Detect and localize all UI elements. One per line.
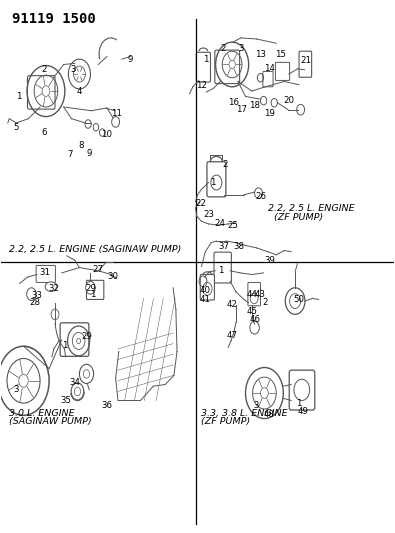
Text: 29: 29 <box>81 332 92 341</box>
Text: 34: 34 <box>69 378 80 387</box>
Text: 1: 1 <box>203 55 208 63</box>
Text: 1: 1 <box>218 266 224 275</box>
FancyBboxPatch shape <box>289 370 315 410</box>
Text: 9: 9 <box>87 149 92 158</box>
FancyBboxPatch shape <box>299 51 312 77</box>
Text: 5: 5 <box>13 123 19 132</box>
Text: 42: 42 <box>227 300 238 309</box>
Text: 48: 48 <box>263 410 275 419</box>
Text: 22: 22 <box>195 199 206 208</box>
Text: 2.2, 2.5 L. ENGINE: 2.2, 2.5 L. ENGINE <box>268 204 355 213</box>
Text: 3: 3 <box>238 44 244 53</box>
FancyBboxPatch shape <box>200 274 214 300</box>
Text: (SAGINAW PUMP): (SAGINAW PUMP) <box>9 417 92 426</box>
Text: 19: 19 <box>264 109 275 118</box>
FancyBboxPatch shape <box>28 76 55 109</box>
Text: 1: 1 <box>62 341 67 350</box>
Text: 4: 4 <box>77 86 82 95</box>
Text: 2: 2 <box>41 66 47 74</box>
Text: 3.0 L. ENGINE: 3.0 L. ENGINE <box>9 409 75 418</box>
Text: 1: 1 <box>296 399 302 408</box>
FancyBboxPatch shape <box>215 50 240 84</box>
Text: 31: 31 <box>39 269 50 277</box>
Text: 1: 1 <box>210 178 215 187</box>
Text: 49: 49 <box>297 407 308 416</box>
Text: 47: 47 <box>227 331 238 340</box>
Text: 14: 14 <box>263 64 275 73</box>
Text: 24: 24 <box>215 220 226 229</box>
Text: 13: 13 <box>255 51 266 59</box>
FancyBboxPatch shape <box>196 52 211 82</box>
Text: 44: 44 <box>246 289 257 298</box>
Text: 30: 30 <box>107 272 118 280</box>
Text: 43: 43 <box>255 289 266 298</box>
Text: 45: 45 <box>246 307 257 316</box>
Text: 50: 50 <box>293 295 305 304</box>
Text: 3: 3 <box>71 66 76 74</box>
Text: 16: 16 <box>228 98 239 107</box>
Text: 3.3, 3.8 L. ENGINE: 3.3, 3.8 L. ENGINE <box>201 409 288 418</box>
Text: 26: 26 <box>256 192 267 201</box>
Text: 11: 11 <box>111 109 122 118</box>
FancyBboxPatch shape <box>36 265 55 282</box>
Text: 29: 29 <box>85 284 96 293</box>
Text: 3: 3 <box>14 385 19 394</box>
Circle shape <box>86 281 95 294</box>
Text: 23: 23 <box>203 210 214 219</box>
FancyBboxPatch shape <box>248 282 260 306</box>
Text: 20: 20 <box>283 96 294 105</box>
Text: 17: 17 <box>236 104 247 114</box>
FancyBboxPatch shape <box>60 323 89 357</box>
Text: 91119 1500: 91119 1500 <box>12 12 96 27</box>
Text: 39: 39 <box>265 256 276 264</box>
Text: 18: 18 <box>249 101 260 110</box>
Text: 28: 28 <box>30 298 41 307</box>
Text: 2: 2 <box>262 298 268 307</box>
Ellipse shape <box>45 282 57 292</box>
Text: 40: 40 <box>199 286 210 295</box>
FancyBboxPatch shape <box>275 62 290 80</box>
FancyBboxPatch shape <box>263 71 273 87</box>
Text: 10: 10 <box>102 130 113 139</box>
Text: 33: 33 <box>32 291 42 300</box>
Text: 2.2, 2.5 L. ENGINE (SAGINAW PUMP): 2.2, 2.5 L. ENGINE (SAGINAW PUMP) <box>9 245 182 254</box>
Text: 8: 8 <box>79 141 84 150</box>
Text: 32: 32 <box>48 284 59 293</box>
FancyBboxPatch shape <box>87 280 104 300</box>
Text: 36: 36 <box>102 401 113 410</box>
Text: 37: 37 <box>219 242 230 251</box>
Text: 3: 3 <box>253 401 258 410</box>
Text: 12: 12 <box>196 81 207 90</box>
Text: (ZF PUMP): (ZF PUMP) <box>274 213 324 222</box>
Text: 9: 9 <box>128 55 133 63</box>
Text: 41: 41 <box>199 295 210 304</box>
Text: 1: 1 <box>90 289 96 298</box>
Text: (ZF PUMP): (ZF PUMP) <box>201 417 251 426</box>
Text: 15: 15 <box>275 51 286 59</box>
Text: 25: 25 <box>228 221 239 230</box>
Text: 21: 21 <box>300 56 311 64</box>
Text: 1: 1 <box>16 92 21 101</box>
Text: 35: 35 <box>60 396 71 405</box>
FancyBboxPatch shape <box>207 162 226 197</box>
Text: 27: 27 <box>93 265 104 273</box>
FancyBboxPatch shape <box>214 252 231 283</box>
Text: 2: 2 <box>220 44 226 53</box>
Text: 46: 46 <box>249 315 260 324</box>
Text: 2: 2 <box>222 160 228 169</box>
Text: 38: 38 <box>233 242 245 251</box>
Text: 6: 6 <box>41 128 47 137</box>
Text: 7: 7 <box>67 150 72 159</box>
